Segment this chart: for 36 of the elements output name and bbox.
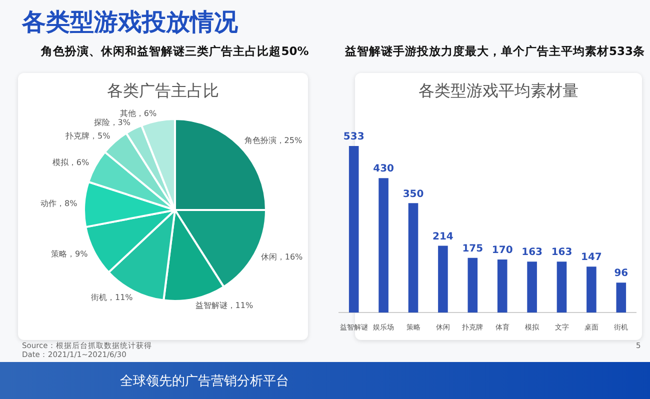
bar	[438, 246, 448, 313]
data-label: 175	[462, 243, 484, 254]
slice-label: 模拟，6%	[52, 158, 90, 167]
slice-label: 扑克牌，5%	[64, 132, 111, 141]
slice-label: 策略，9%	[50, 250, 88, 259]
text: 各类型游戏投放情况	[22, 7, 238, 38]
bar	[378, 178, 388, 313]
text: 全球领先的广告营销分析平台	[120, 373, 289, 390]
data-label: 430	[373, 164, 394, 175]
data-label: 96	[614, 268, 628, 280]
data-label: 163	[522, 247, 543, 258]
data-label: 170	[492, 245, 513, 256]
bar	[497, 259, 508, 313]
bar	[586, 266, 596, 313]
data-label: 147	[581, 252, 602, 264]
data-label: 214	[432, 231, 454, 242]
slice-label: 探险，3%	[94, 118, 131, 127]
bar	[408, 203, 418, 313]
bar	[348, 146, 359, 313]
data-label: 350	[402, 188, 424, 200]
data-label: 163	[551, 247, 572, 258]
bar	[527, 262, 537, 313]
slice-label: 街机，11%	[91, 292, 134, 302]
bar	[556, 262, 567, 313]
chart-title: 各类型游戏平均素材量	[418, 81, 580, 102]
slice-label: 其他，6%	[120, 108, 158, 118]
slice-label: 休闲，16%	[260, 252, 304, 262]
chart-subtitle: 角色扮演、休闲和益智解谜三类广告主占比超50%	[40, 44, 310, 59]
chart-subtitle: 益智解谜手游投放力度最大，单个广告主平均素材533条	[345, 44, 646, 59]
slice-label: 益智解谜，11%	[195, 300, 254, 310]
bar	[468, 258, 478, 313]
bar	[616, 282, 626, 313]
data-label: 533	[343, 132, 364, 143]
chart-title: 各类广告主占比	[106, 81, 220, 102]
slice-label: 角色扮演，25%	[244, 136, 302, 145]
slice-label: 动作，8%	[40, 198, 78, 208]
